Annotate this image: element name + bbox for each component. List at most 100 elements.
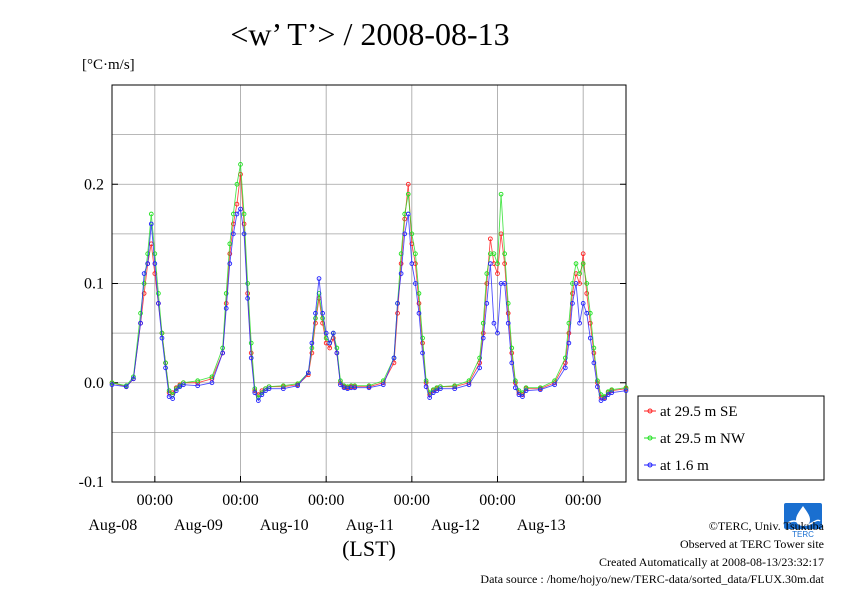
data-point — [327, 345, 333, 351]
data-point — [245, 296, 250, 301]
data-point — [502, 281, 507, 286]
data-point — [552, 382, 557, 388]
data-point — [516, 392, 522, 398]
data-point — [405, 191, 411, 197]
data-point — [562, 365, 568, 371]
data-point — [466, 382, 472, 388]
data-point — [248, 340, 254, 346]
data-point — [452, 383, 458, 389]
data-point — [380, 382, 386, 388]
data-point — [395, 301, 400, 306]
legend: at 29.5 m SE at 29.5 m NW at 1.6 m — [637, 395, 825, 481]
data-point — [234, 181, 240, 187]
data-point — [584, 281, 590, 286]
data-point — [416, 291, 422, 296]
data-point — [263, 388, 268, 394]
data-point — [584, 310, 590, 316]
footer-source: Data source : /home/hojyo/new/TERC-data/… — [480, 572, 824, 586]
x-tick-time: 00:00 — [394, 492, 430, 509]
data-point — [238, 162, 243, 167]
series-line — [111, 164, 627, 399]
data-point — [623, 385, 629, 391]
series-group — [109, 162, 629, 403]
data-point — [598, 398, 604, 403]
data-point — [405, 181, 411, 187]
x-tick-date: Aug-10 — [260, 517, 309, 534]
data-point — [320, 315, 325, 321]
data-point — [238, 206, 243, 212]
data-point — [305, 370, 311, 376]
data-point — [181, 382, 186, 388]
data-point — [498, 191, 504, 197]
data-point — [295, 383, 300, 389]
series-0 — [109, 171, 629, 400]
data-point — [280, 386, 286, 392]
legend-swatch-marker — [647, 435, 653, 441]
data-point — [405, 211, 411, 217]
data-point — [505, 320, 511, 326]
data-point — [512, 385, 518, 391]
x-tick-time: 00:00 — [137, 492, 173, 509]
data-point — [577, 271, 582, 276]
legend-label: at 1.6 m — [660, 458, 709, 474]
footer-observed: Observed at TERC Tower site — [679, 537, 824, 551]
data-point — [587, 335, 593, 341]
data-point — [170, 396, 176, 401]
data-point — [580, 261, 586, 266]
data-point — [148, 221, 154, 227]
data-point — [141, 271, 147, 276]
data-point — [334, 350, 340, 356]
x-tick-date: Aug-08 — [88, 517, 137, 534]
data-point — [227, 261, 233, 266]
y-axis-unit: [°C·m/s] — [82, 57, 135, 73]
data-point — [109, 382, 115, 388]
data-point — [495, 271, 500, 276]
data-point — [309, 340, 315, 346]
legend-label: at 29.5 m SE — [660, 404, 738, 420]
data-point — [163, 365, 168, 371]
data-point — [195, 378, 201, 384]
data-point — [234, 201, 240, 207]
data-point — [416, 310, 422, 316]
data-point — [398, 271, 404, 276]
data-point — [427, 395, 433, 400]
data-point — [605, 392, 611, 398]
data-point — [420, 335, 425, 341]
data-point — [327, 340, 333, 346]
data-point — [413, 251, 418, 257]
data-point — [395, 310, 400, 316]
data-point — [156, 301, 161, 306]
data-point — [609, 390, 615, 396]
y-tick-label: 0.1 — [84, 276, 104, 293]
data-point — [523, 388, 529, 394]
data-point — [138, 320, 143, 326]
data-point — [423, 384, 429, 390]
data-point — [316, 276, 322, 281]
x-axis-label: (LST) — [342, 536, 396, 561]
data-point — [338, 382, 343, 388]
x-tick-time: 00:00 — [222, 492, 258, 509]
data-point — [313, 310, 318, 316]
y-tick-label: 0.0 — [84, 375, 104, 392]
data-point — [413, 281, 418, 286]
data-point — [259, 392, 265, 398]
data-point — [366, 385, 372, 391]
series-2 — [109, 206, 629, 403]
data-point — [509, 360, 515, 366]
data-point — [609, 387, 615, 393]
data-point — [173, 388, 179, 394]
data-point — [491, 320, 497, 326]
data-point — [223, 305, 229, 311]
data-point — [488, 236, 493, 242]
data-point — [595, 384, 600, 390]
data-point — [512, 378, 518, 384]
data-point — [152, 261, 158, 266]
data-point — [177, 384, 183, 390]
data-point — [584, 291, 590, 296]
data-point — [166, 394, 172, 399]
data-point — [502, 261, 507, 266]
data-point — [430, 390, 436, 396]
data-point — [566, 330, 572, 336]
data-point — [573, 281, 579, 286]
